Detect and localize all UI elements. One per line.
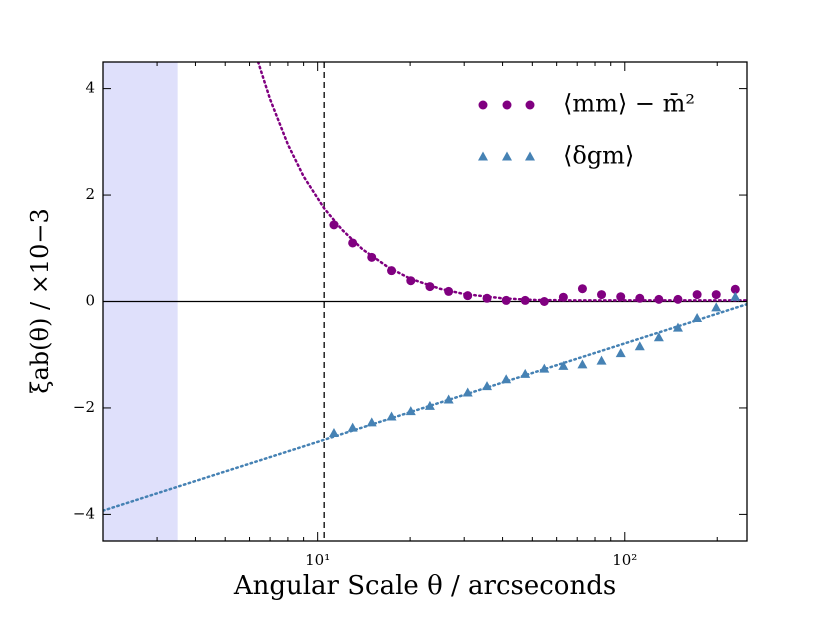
data-point xyxy=(654,294,664,304)
data-point xyxy=(501,374,512,384)
data-point xyxy=(424,400,435,410)
legend-marker xyxy=(525,100,535,110)
model-curve xyxy=(256,62,747,302)
data-point xyxy=(329,220,339,230)
data-point xyxy=(425,282,435,292)
data-point xyxy=(482,381,493,391)
data-point xyxy=(328,427,339,437)
data-point xyxy=(539,297,549,306)
y-tick-label: 2 xyxy=(85,185,95,203)
data-point xyxy=(730,284,740,294)
data-point xyxy=(366,417,377,427)
plot-area xyxy=(103,62,747,541)
legend-marker xyxy=(525,151,535,161)
data-point xyxy=(615,348,626,358)
data-point xyxy=(730,291,741,301)
legend-marker xyxy=(478,151,488,161)
data-point xyxy=(387,266,397,276)
x-tick-label: 10² xyxy=(612,551,637,569)
y-tick-label: 4 xyxy=(85,79,95,97)
data-point xyxy=(635,293,645,303)
model-curve xyxy=(103,302,747,512)
data-point xyxy=(405,406,416,416)
y-tick-label: −4 xyxy=(73,504,95,522)
legend-marker xyxy=(502,151,512,161)
legend-label: ⟨mm⟩ − m̄² xyxy=(563,90,695,118)
data-point xyxy=(367,252,377,262)
legend-marker xyxy=(478,100,488,110)
data-point xyxy=(692,290,702,300)
data-point xyxy=(463,291,473,301)
data-point xyxy=(406,276,416,286)
data-point xyxy=(520,295,530,305)
data-point xyxy=(558,292,568,302)
data-point xyxy=(482,293,492,303)
data-point xyxy=(711,290,721,300)
data-point xyxy=(653,332,664,342)
y-tick-label: −2 xyxy=(73,398,95,416)
data-point xyxy=(577,359,588,369)
data-point xyxy=(692,313,703,323)
data-point xyxy=(501,295,511,305)
data-point xyxy=(596,355,607,365)
data-point xyxy=(348,238,358,248)
x-axis-label: Angular Scale θ / arcseconds xyxy=(233,571,616,601)
y-axis-label: ξab(θ) / ×10−3 xyxy=(26,208,54,393)
y-tick-label: 0 xyxy=(85,292,95,310)
data-point xyxy=(386,411,397,421)
x-tick-label: 10¹ xyxy=(305,551,330,569)
data-point xyxy=(673,294,683,304)
data-point xyxy=(520,368,531,378)
data-point xyxy=(539,363,550,373)
data-point xyxy=(443,394,454,404)
data-point xyxy=(558,360,569,370)
data-point xyxy=(462,387,473,397)
legend-label: ⟨δgm⟩ xyxy=(563,142,634,170)
data-point xyxy=(634,341,645,351)
data-point xyxy=(711,302,722,312)
data-point xyxy=(347,422,358,432)
data-point xyxy=(672,322,683,332)
legend-marker xyxy=(502,100,512,110)
data-point xyxy=(444,286,454,296)
data-point xyxy=(616,292,626,302)
data-point xyxy=(577,284,587,294)
data-point xyxy=(597,290,607,300)
